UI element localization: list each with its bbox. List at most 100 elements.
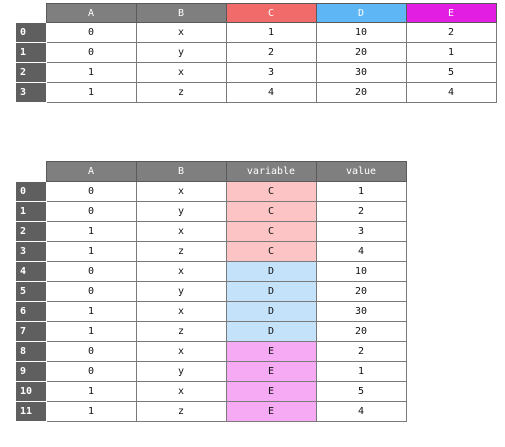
row-index: 2 (16, 221, 47, 242)
table-cell: 1 (45, 82, 137, 103)
table-cell: 0 (45, 341, 137, 362)
column-header-b: B (135, 3, 227, 23)
table-cell: y (135, 361, 227, 382)
variable-cell: C (225, 201, 317, 222)
variable-cell: C (225, 181, 317, 202)
table-cell: z (135, 401, 227, 422)
table-row: 6 1 x D 30 (16, 301, 407, 322)
row-index: 6 (16, 301, 47, 322)
table-cell: 1 (315, 361, 407, 382)
table-cell: 1 (45, 301, 137, 322)
table-row: 10 1 x E 5 (16, 381, 407, 402)
variable-cell: E (225, 381, 317, 402)
table-row: 4 0 x D 10 (16, 261, 407, 282)
table-cell: 2 (405, 22, 497, 43)
table-cell: 1 (315, 181, 407, 202)
table-cell: 1 (225, 22, 317, 43)
table-cell: 20 (315, 82, 407, 103)
row-index: 2 (16, 62, 47, 83)
column-header-a: A (45, 3, 137, 23)
column-header-b: B (135, 161, 227, 182)
row-index: 9 (16, 361, 47, 382)
table-row: 2 1 x 3 30 5 (16, 62, 497, 83)
table-cell: 20 (315, 281, 407, 302)
table-cell: 20 (315, 42, 407, 63)
table-cell: x (135, 22, 227, 43)
variable-cell: C (225, 221, 317, 242)
variable-cell: D (225, 301, 317, 322)
column-header-d: D (315, 3, 407, 23)
table-cell: 0 (45, 42, 137, 63)
table-cell: 1 (45, 62, 137, 83)
table-row: 5 0 y D 20 (16, 281, 407, 302)
table-cell: 1 (45, 401, 137, 422)
table-cell: x (135, 181, 227, 202)
row-index: 1 (16, 201, 47, 222)
table-row: 11 1 z E 4 (16, 401, 407, 422)
table-row: 7 1 z D 20 (16, 321, 407, 342)
table-row: 1 0 y 2 20 1 (16, 42, 497, 63)
table-cell: 1 (45, 221, 137, 242)
table-cell: x (135, 341, 227, 362)
header-row: A B variable value (16, 161, 407, 182)
header-row: A B C D E (16, 3, 497, 23)
table-cell: 1 (45, 241, 137, 262)
table-cell: 2 (315, 341, 407, 362)
table-cell: 0 (45, 22, 137, 43)
table-row: 3 1 z 4 20 4 (16, 82, 497, 103)
table-cell: x (135, 62, 227, 83)
table-cell: 3 (225, 62, 317, 83)
table-cell: 1 (45, 381, 137, 402)
variable-cell: E (225, 361, 317, 382)
table-cell: 0 (45, 361, 137, 382)
table-cell: 1 (45, 321, 137, 342)
table-cell: x (135, 221, 227, 242)
row-index: 0 (16, 181, 47, 202)
table-row: 0 0 x 1 10 2 (16, 22, 497, 43)
variable-cell: D (225, 261, 317, 282)
table-cell: 5 (315, 381, 407, 402)
table-cell: y (135, 42, 227, 63)
variable-cell: E (225, 341, 317, 362)
variable-cell: E (225, 401, 317, 422)
table-cell: 2 (315, 201, 407, 222)
table-cell: 5 (405, 62, 497, 83)
table-cell: 10 (315, 261, 407, 282)
table-cell: x (135, 261, 227, 282)
column-header-c: C (225, 3, 317, 23)
table-cell: 2 (225, 42, 317, 63)
table-cell: 4 (315, 241, 407, 262)
row-index: 11 (16, 401, 47, 422)
table-cell: 20 (315, 321, 407, 342)
row-index: 4 (16, 261, 47, 282)
row-index: 10 (16, 381, 47, 402)
row-index: 7 (16, 321, 47, 342)
row-index: 3 (16, 241, 47, 262)
table-cell: 30 (315, 62, 407, 83)
column-header-value: value (315, 161, 407, 182)
row-index: 3 (16, 82, 47, 103)
table-cell: z (135, 241, 227, 262)
table-cell: 0 (45, 201, 137, 222)
table-cell: x (135, 301, 227, 322)
row-index: 0 (16, 22, 47, 43)
table-cell: 4 (225, 82, 317, 103)
table-cell: 3 (315, 221, 407, 242)
corner-cell (16, 4, 46, 23)
column-header-variable: variable (225, 161, 317, 182)
table-cell: y (135, 281, 227, 302)
table-cell: 10 (315, 22, 407, 43)
column-header-a: A (45, 161, 137, 182)
table-cell: z (135, 321, 227, 342)
table-cell: 0 (45, 281, 137, 302)
row-index: 1 (16, 42, 47, 63)
table-cell: 1 (405, 42, 497, 63)
table-cell: 0 (45, 181, 137, 202)
table-cell: 30 (315, 301, 407, 322)
